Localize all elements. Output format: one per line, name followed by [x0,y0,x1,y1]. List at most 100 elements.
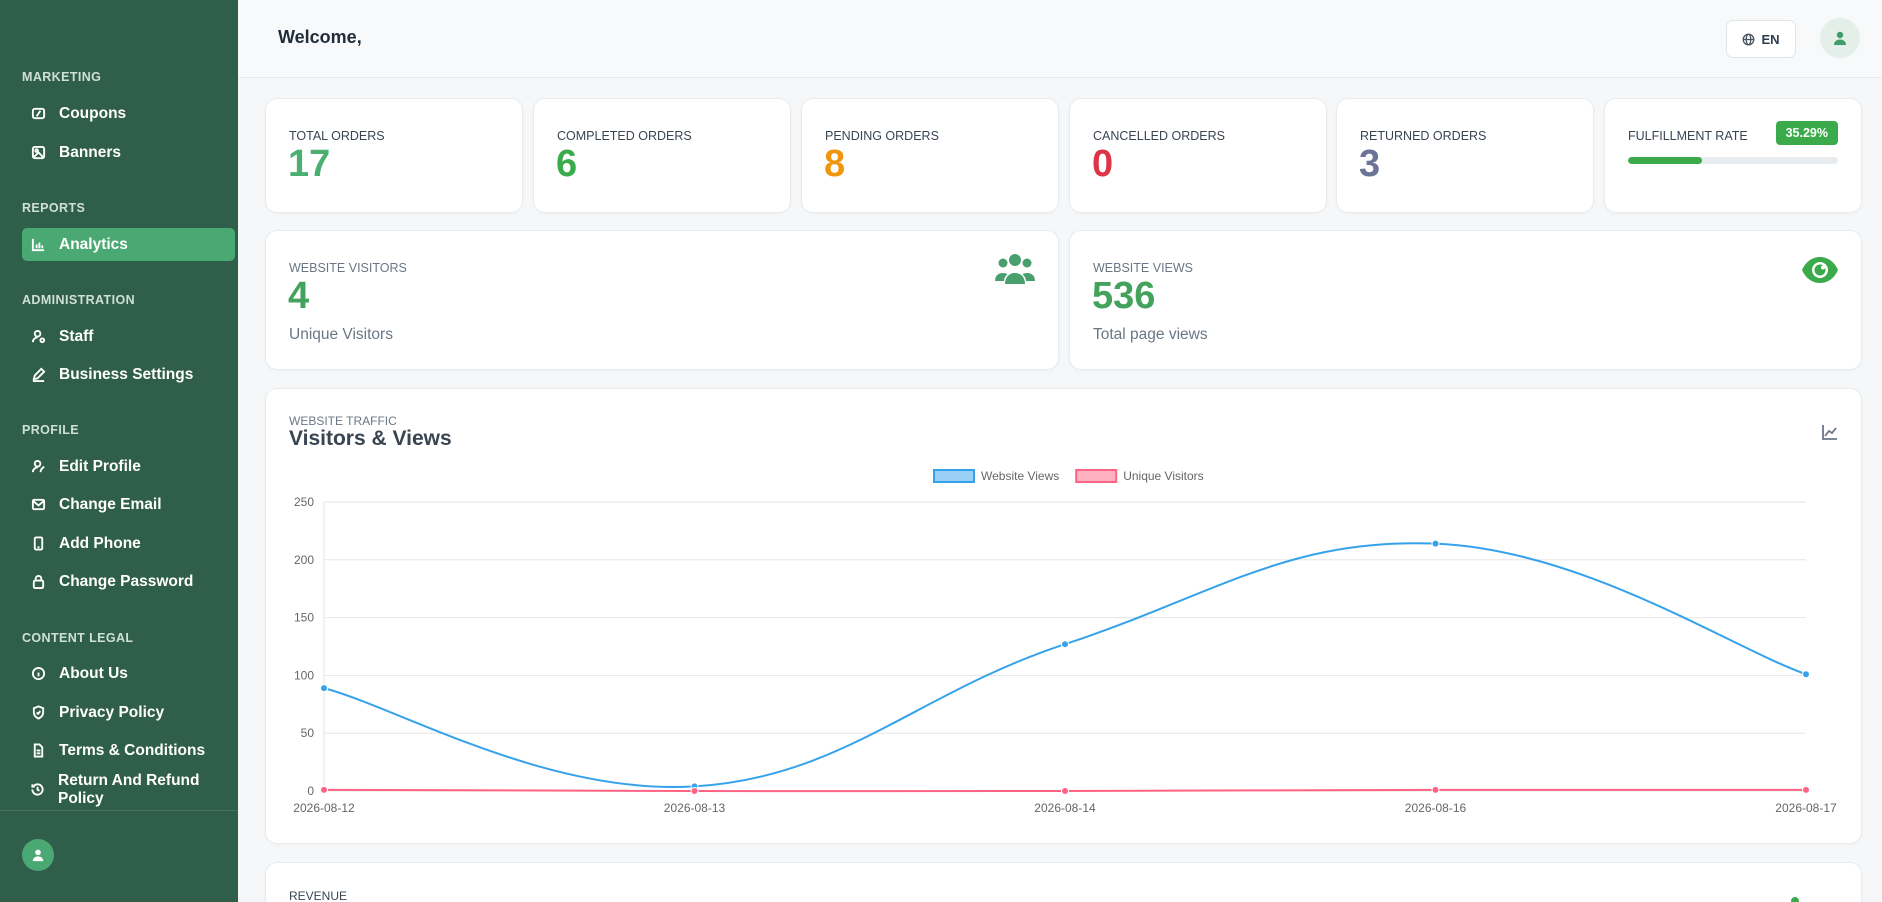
sidebar-item-banners[interactable]: Banners [22,136,235,169]
sidebar-item-label: Terms & Conditions [59,741,206,759]
sidebar-item-change-email[interactable]: Change Email [22,488,235,521]
image-icon [30,145,46,161]
bar-chart-icon [30,237,46,253]
sidebar-item-label: Privacy Policy [59,703,165,721]
visitors-value: 4 [288,275,310,317]
revenue-label: REVENUE [289,889,348,902]
stat-card-fulfillment-rate: FULFILLMENT RATE 35.29% [1604,98,1862,213]
x-tick-label: 2026-08-16 [1405,801,1467,815]
sidebar-item-business-settings[interactable]: Business Settings [22,358,235,391]
website-visitors-card: WEBSITE VISITORS 4 Unique Visitors [265,230,1059,370]
stat-card-cancelled-orders: CANCELLED ORDERS 0 [1069,98,1327,213]
info-icon [30,666,46,682]
user-edit-icon [30,459,46,475]
chart-line-icon[interactable] [1821,423,1839,446]
sidebar-item-edit-profile[interactable]: Edit Profile [22,450,235,483]
fulfillment-badge: 35.29% [1775,121,1838,145]
mail-icon [30,497,46,513]
traffic-line-chart: 0 50 100 150 200 250 2026-08-12 2026-08-13 2026-… [293,469,1837,815]
stat-value: 8 [824,143,846,185]
y-tick-label: 250 [294,495,314,509]
traffic-chart-card: WEBSITE TRAFFIC Visitors & Views 0 50 100 1… [265,388,1862,844]
stat-card-total-orders: TOTAL ORDERS 17 [265,98,523,213]
views-label: WEBSITE VIEWS [1093,261,1194,275]
stat-label: RETURNED ORDERS [1360,129,1487,143]
eye-icon [1801,255,1839,290]
views-sub: Total page views [1093,326,1208,343]
legend-label: Unique Visitors [1123,469,1203,483]
user-cog-icon [30,329,46,345]
avatar[interactable] [22,839,54,871]
stat-label: TOTAL ORDERS [289,129,385,143]
y-tick-label: 50 [301,726,315,740]
y-tick-label: 0 [307,784,314,798]
revenue-trend-icon [1791,897,1799,902]
sidebar-item-label: Return And Refund Policy [58,771,200,807]
sidebar-item-label: Banners [59,143,122,161]
y-tick-label: 100 [294,668,314,682]
revenue-card: REVENUE [265,862,1862,902]
x-tick-label: 2026-08-12 [293,801,355,815]
data-point [690,787,699,795]
sidebar-item-add-phone[interactable]: Add Phone [22,527,235,560]
stat-card-pending-orders: PENDING ORDERS 8 [801,98,1059,213]
sidebar-item-label: Analytics [59,235,128,253]
section-reports: REPORTS [22,201,86,215]
y-tick-label: 200 [294,553,314,567]
sidebar-item-analytics[interactable]: Analytics [22,228,235,261]
sidebar-item-label: Staff [59,327,94,345]
section-profile: PROFILE [22,423,79,437]
sidebar-item-label: Business Settings [59,365,194,383]
user-icon [32,849,44,862]
sidebar-footer [0,810,238,902]
sidebar-item-staff[interactable]: Staff [22,320,235,353]
sidebar-item-refund-policy[interactable]: Return And Refund Policy [22,771,235,807]
shield-icon [30,705,46,721]
stat-value: 6 [556,143,578,185]
views-value: 536 [1092,275,1156,317]
sidebar-item-terms[interactable]: Terms & Conditions [22,734,235,767]
x-tick-label: 2026-08-14 [1034,801,1096,815]
stat-label: COMPLETED ORDERS [557,129,692,143]
history-icon [30,782,45,798]
stat-value: 17 [288,143,331,185]
section-content-legal: CONTENT LEGAL [22,631,134,645]
data-point [1431,785,1440,794]
pencil-icon [30,367,46,383]
stat-label: FULFILLMENT RATE [1628,129,1748,143]
data-point [320,785,328,794]
stat-card-completed-orders: COMPLETED ORDERS 6 [533,98,791,213]
sidebar-item-label: Add Phone [59,534,141,552]
language-label: EN [1761,31,1780,47]
chart-overline: WEBSITE TRAFFIC [289,414,397,428]
globe-icon [1743,33,1755,45]
sidebar-item-label: Coupons [59,104,127,122]
sidebar-item-coupons[interactable]: Coupons [22,97,235,130]
user-menu-button[interactable] [1820,18,1860,58]
sidebar-item-label: About Us [59,664,128,682]
welcome-text: Welcome, [278,27,362,47]
fulfillment-progress-fill [1628,157,1703,164]
sidebar-item-label: Edit Profile [59,457,141,475]
website-views-card: WEBSITE VIEWS 536 Total page views [1069,230,1862,370]
user-icon [1834,31,1846,45]
sidebar-item-privacy-policy[interactable]: Privacy Policy [22,696,235,729]
section-marketing: MARKETING [22,70,102,84]
sidebar: MARKETING Coupons Banners REPORTS Analyt… [0,0,238,902]
sidebar-item-label: Change Email [59,495,162,513]
document-icon [30,743,46,759]
data-point [320,684,328,693]
visitors-label: WEBSITE VISITORS [289,261,407,275]
language-button[interactable]: EN [1726,20,1796,58]
coupon-icon [30,106,46,122]
data-point [1061,640,1069,649]
fulfillment-progress-track [1628,157,1838,164]
stat-label: CANCELLED ORDERS [1093,129,1225,143]
legend-swatch [933,469,975,483]
sidebar-item-about-us[interactable]: About Us [22,657,235,690]
sidebar-item-change-password[interactable]: Change Password [22,565,235,598]
stat-value: 0 [1092,143,1114,185]
users-icon [994,251,1036,292]
legend-swatch [1075,469,1118,483]
chart-title: Visitors & Views [289,427,452,450]
